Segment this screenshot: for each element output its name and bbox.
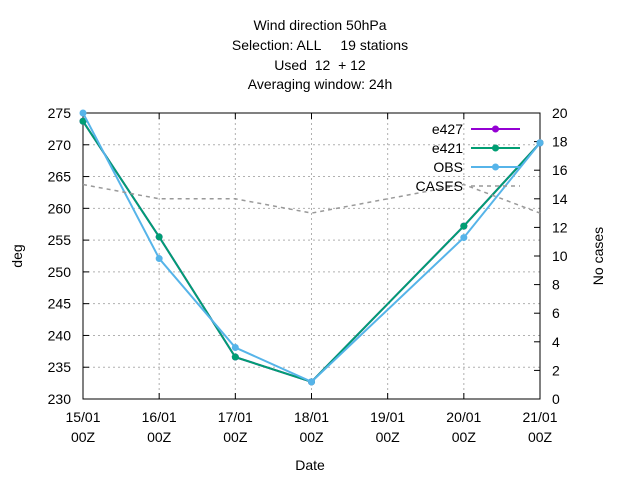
- x-tick-label-2: 17/01: [218, 409, 253, 425]
- y2-tick-label-1: 2: [552, 362, 560, 378]
- x-axis-label: Date: [295, 457, 325, 473]
- plot-frame: [82, 112, 541, 400]
- y-tick-label-9: 275: [48, 105, 72, 121]
- x-tick-label-time-2: 00Z: [223, 429, 248, 445]
- series-point-obs-5: [536, 139, 544, 147]
- y2-tick-label-2: 4: [552, 334, 560, 350]
- y2-tick-label-7: 14: [552, 191, 568, 207]
- y2-tick-label-10: 20: [552, 105, 568, 121]
- x-tick-label-time-6: 00Z: [528, 429, 553, 445]
- legend-marker-e421: [492, 144, 499, 152]
- x-tick-label-time-3: 00Z: [299, 429, 324, 445]
- series-point-obs-4: [460, 234, 468, 242]
- legend-marker-obs: [492, 163, 499, 171]
- legend-label-obs: OBS: [433, 159, 463, 175]
- series-point-e421-1: [155, 233, 163, 241]
- grid: [83, 113, 540, 399]
- series-point-obs-3: [308, 378, 315, 386]
- x-tick-label-time-0: 00Z: [71, 429, 96, 445]
- series-point-obs-2: [231, 344, 239, 352]
- series-point-obs-1: [155, 255, 163, 263]
- x-tick-label-1: 16/01: [142, 409, 177, 425]
- y-tick-label-3: 245: [48, 296, 72, 312]
- y-tick-label-7: 265: [48, 169, 72, 185]
- title-line-4: Averaging window: 24h: [247, 76, 393, 92]
- x-tick-label-3: 18/01: [294, 409, 329, 425]
- x-tick-label-time-5: 00Z: [452, 429, 477, 445]
- series-point-e421-0: [79, 117, 87, 125]
- y2-tick-label-3: 6: [552, 305, 560, 321]
- title-line-1: Wind direction 50hPa: [253, 17, 387, 33]
- legend-marker-e427: [492, 125, 499, 133]
- y-tick-label-1: 235: [48, 359, 72, 375]
- x-tick-label-time-1: 00Z: [147, 429, 172, 445]
- series-line-e421: [82, 120, 541, 383]
- title-line-2: Selection: ALL 19 stations: [231, 37, 409, 53]
- y2-tick-label-9: 18: [552, 134, 568, 150]
- y2-axis-label: No cases: [590, 227, 606, 285]
- y-tick-label-5: 255: [48, 232, 72, 248]
- legend-label-e421: e421: [432, 140, 463, 156]
- x-tick-label-time-4: 00Z: [376, 429, 401, 445]
- y-tick-label-4: 250: [48, 264, 72, 280]
- x-tick-label-6: 21/01: [522, 409, 557, 425]
- legend: e427 e421 OBS CASES: [416, 121, 520, 194]
- series-line-obs: [82, 112, 541, 383]
- y-tick-label-8: 270: [48, 137, 72, 153]
- y2-tick-label-6: 12: [552, 219, 568, 235]
- x-tick-label-5: 20/01: [446, 409, 481, 425]
- x-tick-label-4: 19/01: [370, 409, 405, 425]
- series-layer: [79, 109, 544, 386]
- axes: 230 235 240 245 250 255 260 265 270 275 0 2 4 6 8 10 12 1…: [48, 105, 568, 445]
- title-line-3: Used 12 + 12: [274, 57, 366, 73]
- y-tick-label-6: 260: [48, 200, 72, 216]
- legend-label-e427: e427: [432, 121, 463, 137]
- y2-tick-label-8: 16: [552, 162, 568, 178]
- series-point-e421-4: [460, 222, 468, 230]
- legend-label-cases: CASES: [416, 178, 463, 194]
- y2-tick-label-0: 0: [552, 391, 560, 407]
- series-point-e421-2: [231, 353, 239, 361]
- series-line-e427: [82, 120, 541, 383]
- y-tick-label-2: 240: [48, 327, 72, 343]
- y2-tick-label-5: 10: [552, 248, 568, 264]
- y-tick-label-0: 230: [48, 391, 72, 407]
- x-tick-label-0: 15/01: [65, 409, 100, 425]
- series-point-obs-0: [79, 109, 87, 117]
- y-axis-label: deg: [9, 244, 25, 267]
- series-line-cases: [82, 183, 541, 214]
- y2-tick-label-4: 8: [552, 277, 560, 293]
